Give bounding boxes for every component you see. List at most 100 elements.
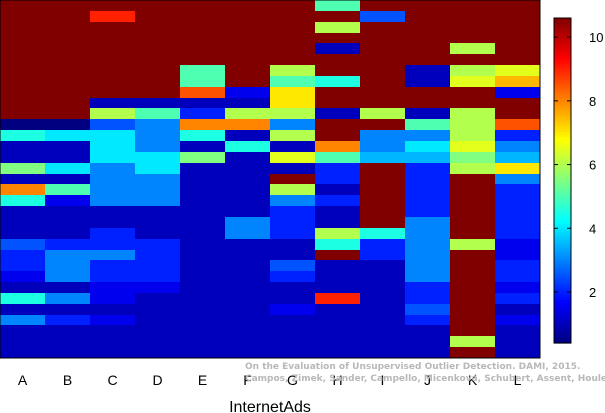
- heat-cell: [180, 217, 225, 228]
- heat-cell: [90, 282, 135, 293]
- heat-cell: [495, 315, 540, 325]
- colorbar-segment: [554, 275, 571, 279]
- heat-cell: [270, 336, 315, 347]
- heat-cell: [225, 0, 270, 11]
- heat-cell: [495, 119, 540, 130]
- colorbar-segment: [554, 210, 571, 214]
- heat-cell: [315, 184, 360, 195]
- colorbar-segment: [554, 104, 571, 108]
- heat-cell: [495, 152, 540, 163]
- heat-cell: [180, 0, 225, 11]
- colorbar: 2 4 6 8 10: [553, 17, 603, 344]
- heat-cell: [495, 282, 540, 293]
- heat-cell: [45, 98, 90, 108]
- colorbar-segment: [554, 169, 571, 173]
- heat-cell: [405, 65, 450, 76]
- heat-cell: [225, 87, 270, 98]
- heat-cell: [315, 98, 360, 108]
- heat-cell: [180, 250, 225, 260]
- heat-cell: [315, 108, 360, 119]
- heat-cell: [495, 22, 540, 33]
- credit-line: Campos, Zimek, Sander, Campello, Micenko…: [245, 374, 605, 384]
- heat-cell: [90, 174, 135, 184]
- colorbar-segment: [554, 137, 571, 141]
- colorbar-segment: [554, 112, 571, 117]
- heat-cell: [225, 315, 270, 325]
- heat-cell: [270, 43, 315, 54]
- heat-cell: [90, 228, 135, 239]
- heat-cell: [135, 163, 180, 174]
- colorbar-segment: [554, 213, 571, 217]
- heat-cell: [225, 33, 270, 43]
- heat-cell: [180, 315, 225, 325]
- heat-cell: [135, 260, 180, 271]
- heat-cell: [90, 250, 135, 260]
- heat-cell: [405, 11, 450, 22]
- heat-cell: [270, 206, 315, 217]
- heat-cell: [405, 22, 450, 33]
- colorbar-segment: [554, 240, 571, 244]
- heat-cell: [495, 304, 540, 315]
- heat-cell: [135, 54, 180, 65]
- heat-cell: [360, 206, 405, 217]
- heat-cell: [315, 119, 360, 130]
- heat-cell: [0, 54, 45, 65]
- colorbar-segment: [554, 259, 571, 263]
- colorbar-segment: [554, 72, 571, 76]
- colorbar-segment: [554, 88, 571, 92]
- heat-cell: [315, 174, 360, 184]
- heat-cell: [225, 228, 270, 239]
- heat-cell: [0, 0, 45, 11]
- heat-cell: [405, 87, 450, 98]
- colorbar-segment: [554, 340, 571, 344]
- heat-cell: [90, 87, 135, 98]
- heat-cell: [405, 174, 450, 184]
- heat-cell: [270, 325, 315, 336]
- colorbar-segment: [554, 55, 571, 60]
- colorbar-segment: [554, 204, 571, 209]
- heat-cell: [90, 130, 135, 141]
- heat-cell: [225, 304, 270, 315]
- heat-cell: [450, 315, 495, 325]
- heat-cell: [315, 195, 360, 206]
- heat-cell: [405, 33, 450, 43]
- heat-cell: [135, 325, 180, 336]
- heat-cell: [450, 0, 495, 11]
- x-tick-label: B: [63, 372, 72, 388]
- heat-cell: [405, 119, 450, 130]
- heat-cell: [270, 217, 315, 228]
- heat-cell: [45, 184, 90, 195]
- heat-cell: [0, 33, 45, 43]
- heat-cell: [270, 163, 315, 174]
- heat-cell: [360, 130, 405, 141]
- heat-cell: [180, 228, 225, 239]
- heat-cell: [0, 315, 45, 325]
- heat-cell: [270, 250, 315, 260]
- heat-cell: [405, 347, 450, 358]
- heat-cell: [495, 206, 540, 217]
- colorbar-segment: [554, 245, 571, 249]
- heat-cell: [495, 43, 540, 54]
- heat-cell: [450, 325, 495, 336]
- heat-cell: [90, 108, 135, 119]
- heat-cell: [450, 33, 495, 43]
- heat-cell: [405, 108, 450, 119]
- heat-cell: [270, 65, 315, 76]
- heat-cell: [135, 152, 180, 163]
- heat-cell: [135, 239, 180, 250]
- colorbar-segment: [554, 196, 571, 201]
- colorbar-segment: [554, 134, 571, 138]
- heat-cell: [0, 65, 45, 76]
- heat-cell: [225, 206, 270, 217]
- x-tick-label: L: [514, 372, 522, 388]
- heat-cell: [405, 260, 450, 271]
- heat-cell: [225, 43, 270, 54]
- heat-cell: [360, 315, 405, 325]
- heat-cell: [495, 325, 540, 336]
- heat-cell: [315, 87, 360, 98]
- heat-cell: [180, 184, 225, 195]
- heat-cell: [225, 217, 270, 228]
- heat-cell: [225, 271, 270, 282]
- heat-cell: [135, 0, 180, 11]
- heat-cell: [495, 163, 540, 174]
